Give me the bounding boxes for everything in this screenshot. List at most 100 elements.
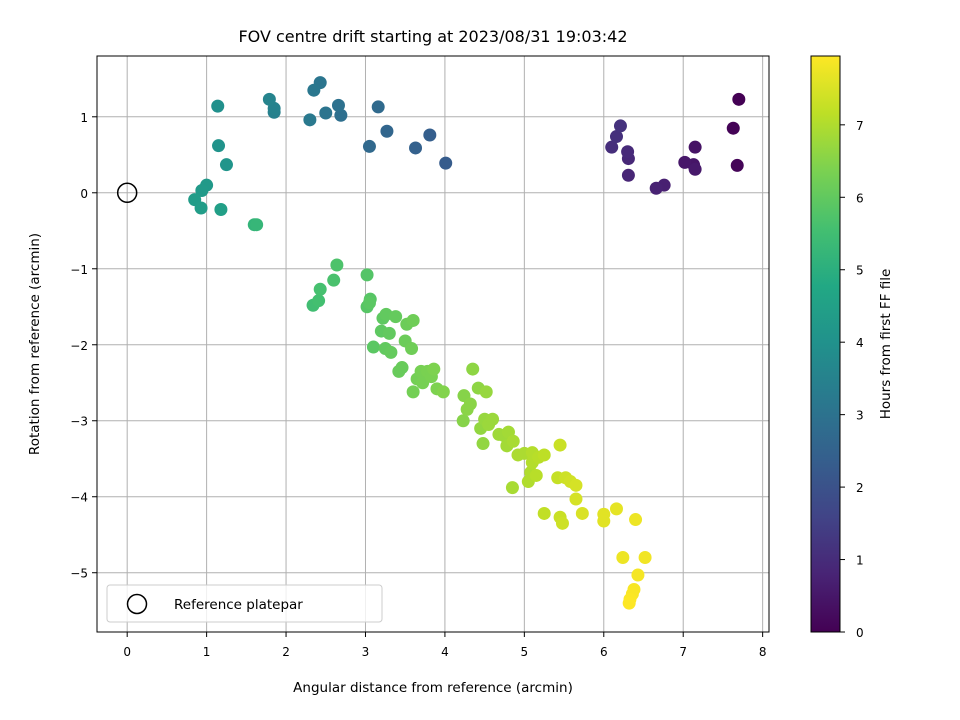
reference-platepar-marker (116, 182, 138, 204)
data-point (395, 361, 409, 375)
data-point (638, 551, 652, 565)
data-point (732, 92, 746, 106)
data-point (250, 218, 264, 232)
data-point (537, 448, 551, 462)
x-axis-label: Angular distance from reference (arcmin) (293, 680, 573, 696)
x-tick-label: 6 (600, 645, 608, 659)
plot-frame (96, 55, 770, 633)
colorbar-tick-label: 0 (856, 626, 864, 640)
data-point (613, 119, 627, 133)
colorbar-tick-label: 1 (856, 554, 864, 568)
data-points (188, 76, 746, 610)
colorbar (810, 55, 841, 633)
x-tick-label: 4 (441, 645, 449, 659)
data-point (506, 434, 520, 448)
data-point (621, 145, 635, 159)
x-tick-label: 1 (203, 645, 211, 659)
data-point (476, 437, 490, 451)
data-point (362, 296, 376, 310)
data-point (688, 140, 702, 154)
data-point (466, 362, 480, 376)
colorbar-tick-label: 2 (856, 481, 864, 495)
y-tick-label: −3 (70, 415, 88, 429)
data-point (214, 202, 228, 216)
data-point (569, 492, 583, 506)
data-point (307, 83, 321, 97)
data-point (334, 108, 348, 122)
data-point (194, 201, 208, 215)
data-point (380, 124, 394, 138)
data-point (389, 310, 403, 324)
data-point (439, 156, 453, 170)
y-ticks: 1 0 −1 −2 −3 −4 −5 (70, 111, 97, 581)
data-point (384, 345, 398, 359)
x-tick-label: 8 (759, 645, 767, 659)
x-tick-label: 0 (123, 645, 131, 659)
data-point (605, 140, 619, 154)
x-tick-label: 7 (679, 645, 687, 659)
data-point (319, 106, 333, 120)
y-tick-label: −5 (70, 567, 88, 581)
chart-title: FOV centre drift starting at 2023/08/31 … (238, 27, 627, 46)
data-point (726, 121, 740, 135)
colorbar-tick-label: 3 (856, 409, 864, 423)
data-point (553, 438, 567, 452)
data-point (405, 342, 419, 356)
y-tick-label: −1 (70, 263, 88, 277)
data-point (360, 268, 374, 282)
colorbar-label: Hours from first FF file (878, 269, 894, 420)
data-point (463, 397, 477, 411)
data-point (575, 506, 589, 520)
data-point (555, 516, 569, 530)
y-tick-label: −4 (70, 491, 88, 505)
data-point (371, 100, 385, 114)
data-point (423, 128, 437, 142)
data-point (597, 514, 611, 528)
y-tick-label: −2 (70, 339, 88, 353)
data-point (327, 273, 341, 287)
data-point (427, 362, 441, 376)
data-point (212, 139, 226, 153)
legend-marker (126, 593, 148, 615)
data-point (486, 412, 500, 426)
data-point (609, 130, 623, 144)
data-point (730, 158, 744, 172)
colorbar-tick-label: 5 (856, 264, 864, 278)
data-point (219, 158, 233, 172)
legend-box (106, 584, 383, 623)
y-axis-label: Rotation from reference (arcmin) (27, 233, 43, 455)
data-point (688, 162, 702, 176)
data-point (622, 596, 636, 610)
data-point (456, 414, 470, 428)
data-point (631, 568, 645, 582)
data-point (330, 258, 344, 272)
colorbar-tick-label: 7 (856, 119, 864, 133)
data-point (262, 92, 276, 106)
colorbar-ticks: 0 1 2 3 4 5 6 7 (840, 119, 864, 640)
y-tick-label: 1 (80, 111, 88, 125)
data-point (436, 385, 450, 399)
data-point (382, 326, 396, 340)
y-tick-label: 0 (80, 187, 88, 201)
x-tick-label: 5 (521, 645, 529, 659)
colorbar-tick-label: 4 (856, 336, 864, 350)
data-point (479, 385, 493, 399)
data-point (569, 478, 583, 492)
data-point (629, 513, 643, 527)
data-point (195, 184, 209, 198)
data-point (537, 506, 551, 520)
data-point (406, 385, 420, 399)
x-tick-label: 3 (362, 645, 370, 659)
data-point (616, 551, 630, 565)
data-point (406, 313, 420, 327)
data-point (649, 181, 663, 195)
data-point (312, 294, 326, 308)
legend-entry-reference-platepar: Reference platepar (174, 597, 303, 613)
data-point (303, 113, 317, 127)
x-tick-label: 2 (282, 645, 290, 659)
data-point (409, 141, 423, 155)
data-point (313, 282, 327, 296)
data-point (678, 155, 692, 169)
data-point (366, 340, 380, 354)
